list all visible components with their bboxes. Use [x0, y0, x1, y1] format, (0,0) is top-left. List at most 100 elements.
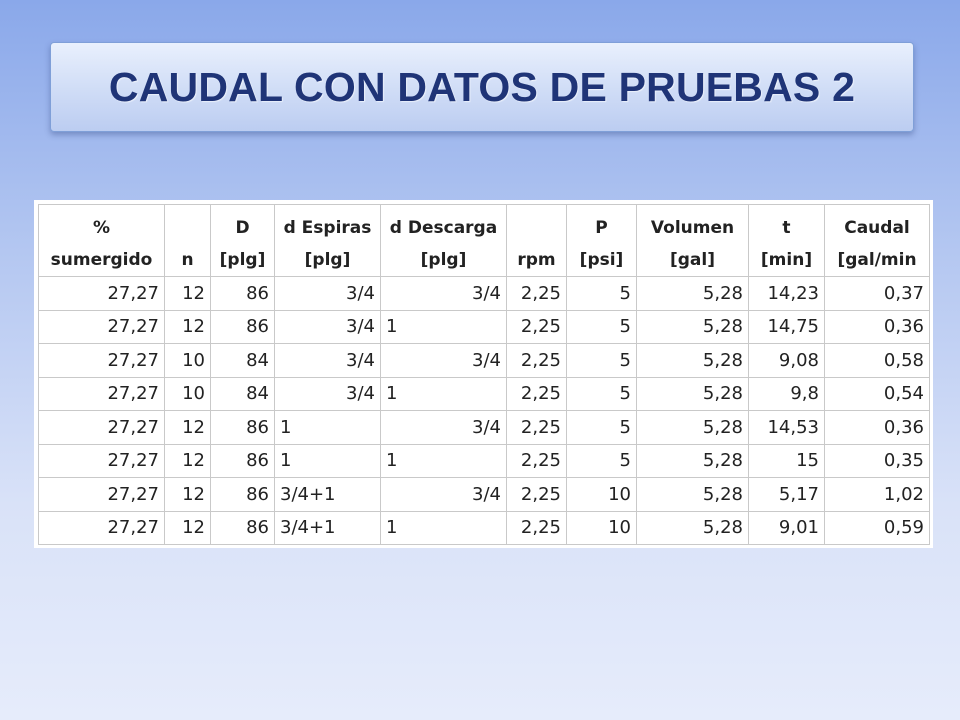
table-cell: 12: [164, 309, 211, 344]
table-cell: 0,36: [824, 309, 930, 344]
table-cell: 1: [380, 376, 507, 411]
table-cell: 5,17: [748, 477, 825, 512]
column-header-line1: d Descarga: [389, 218, 498, 238]
table-cell: 27,27: [38, 276, 165, 311]
column-header: t [min]: [748, 204, 825, 277]
table-cell: 5: [566, 276, 637, 311]
table-cell: 1: [380, 510, 507, 545]
column-header-line1: d Espiras: [283, 218, 372, 238]
table-cell: 14,53: [748, 410, 825, 445]
table-cell: 14,23: [748, 276, 825, 311]
table-cell: 86: [210, 443, 275, 478]
table-cell: 27,27: [38, 343, 165, 378]
column-header-line1: Volumen: [650, 218, 735, 238]
table-cell: 5,28: [636, 443, 749, 478]
table-cell: 5: [566, 410, 637, 445]
table-cell: 27,27: [38, 510, 165, 545]
column-header-line1: Caudal: [844, 218, 910, 238]
table-cell: 0,54: [824, 376, 930, 411]
table-cell: 5: [566, 376, 637, 411]
column-header-line2: n: [181, 250, 194, 270]
table-cell: 3/4: [380, 276, 507, 311]
table-cell: 0,59: [824, 510, 930, 545]
table-cell: 2,25: [506, 376, 567, 411]
table-cell: 5: [566, 343, 637, 378]
table-cell: 2,25: [506, 510, 567, 545]
column-header: % sumergido: [38, 204, 165, 277]
column-header-line1: [509, 212, 564, 244]
table-cell: 3/4: [274, 276, 381, 311]
table-cell: 3/4: [274, 343, 381, 378]
table-row: 27,27 10 84 3/4 3/4 2,25 5 5,28 9,08 0,58: [38, 343, 930, 378]
column-header-line2: [plg]: [219, 250, 266, 270]
table-cell: 1: [274, 443, 381, 478]
table-row: 27,27 12 86 1 1 2,25 5 5,28 15 0,35: [38, 443, 930, 478]
table-cell: 10: [566, 477, 637, 512]
table-cell: 15: [748, 443, 825, 478]
table-cell: 5,28: [636, 376, 749, 411]
table-cell: 86: [210, 276, 275, 311]
data-table-container: % sumergido n D [plg] d Espiras [plg] d Descarg…: [34, 200, 933, 548]
table-cell: 10: [566, 510, 637, 545]
table-cell: 2,25: [506, 309, 567, 344]
data-table: % sumergido n D [plg] d Espiras [plg] d Descarg…: [38, 204, 930, 545]
column-header-line2: [plg]: [304, 250, 351, 270]
column-header: n: [164, 204, 211, 277]
table-cell: 1: [274, 410, 381, 445]
table-cell: 10: [164, 376, 211, 411]
column-header-line2: [plg]: [420, 250, 467, 270]
title-box: CAUDAL CON DATOS DE PRUEBAS 2: [50, 42, 914, 132]
table-row: 27,27 12 86 3/4 1 2,25 5 5,28 14,75 0,36: [38, 309, 930, 344]
table-cell: 10: [164, 343, 211, 378]
table-cell: 3/4: [380, 343, 507, 378]
table-cell: 0,58: [824, 343, 930, 378]
table-cell: 84: [210, 343, 275, 378]
column-header: P [psi]: [566, 204, 637, 277]
table-cell: 1,02: [824, 477, 930, 512]
column-header-line2: [min]: [760, 250, 813, 270]
table-row: 27,27 12 86 1 3/4 2,25 5 5,28 14,53 0,36: [38, 410, 930, 445]
table-cell: 27,27: [38, 410, 165, 445]
table-row: 27,27 12 86 3/4+1 3/4 2,25 10 5,28 5,17 1,02: [38, 477, 930, 512]
table-cell: 12: [164, 276, 211, 311]
table-cell: 12: [164, 410, 211, 445]
table-header-row: % sumergido n D [plg] d Espiras [plg] d Descarg…: [38, 204, 930, 277]
table-cell: 3/4+1: [274, 477, 381, 512]
table-cell: 0,37: [824, 276, 930, 311]
table-row: 27,27 12 86 3/4 3/4 2,25 5 5,28 14,23 0,37: [38, 276, 930, 311]
column-header-line2: [psi]: [579, 250, 624, 270]
table-cell: 2,25: [506, 276, 567, 311]
table-cell: 1: [380, 309, 507, 344]
column-header-line1: %: [92, 218, 111, 238]
table-cell: 86: [210, 477, 275, 512]
table-cell: 27,27: [38, 309, 165, 344]
table-cell: 5,28: [636, 410, 749, 445]
column-header-line1: D: [235, 218, 250, 238]
table-cell: 14,75: [748, 309, 825, 344]
column-header: D [plg]: [210, 204, 275, 277]
table-cell: 3/4: [274, 376, 381, 411]
table-cell: 0,36: [824, 410, 930, 445]
column-header: Caudal [gal/min: [824, 204, 930, 277]
table-cell: 86: [210, 410, 275, 445]
column-header-line1: t: [782, 218, 791, 238]
table-row: 27,27 10 84 3/4 1 2,25 5 5,28 9,8 0,54: [38, 376, 930, 411]
table-cell: 9,8: [748, 376, 825, 411]
column-header-line1: [167, 212, 208, 244]
table-cell: 12: [164, 443, 211, 478]
table-cell: 5: [566, 309, 637, 344]
table-cell: 12: [164, 510, 211, 545]
table-cell: 3/4: [380, 410, 507, 445]
column-header-line1: P: [595, 218, 608, 238]
table-cell: 3/4: [274, 309, 381, 344]
table-row: 27,27 12 86 3/4+1 1 2,25 10 5,28 9,01 0,59: [38, 510, 930, 545]
table-cell: 9,08: [748, 343, 825, 378]
table-cell: 5,28: [636, 510, 749, 545]
table-cell: 5,28: [636, 343, 749, 378]
column-header-line2: sumergido: [50, 250, 153, 270]
table-cell: 5,28: [636, 477, 749, 512]
table-cell: 27,27: [38, 443, 165, 478]
column-header-line2: rpm: [517, 250, 556, 270]
column-header-line2: [gal]: [669, 250, 715, 270]
column-header: d Espiras [plg]: [274, 204, 381, 277]
